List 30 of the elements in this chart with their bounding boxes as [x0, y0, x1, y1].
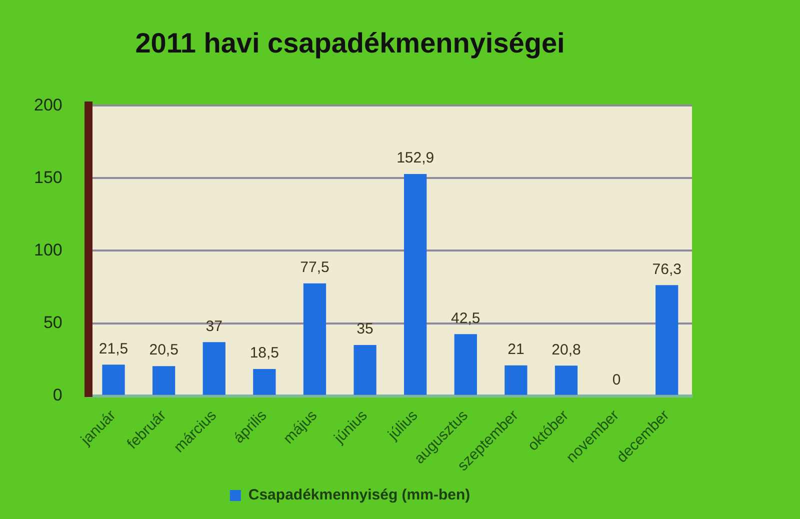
bar [152, 366, 176, 395]
bar [354, 345, 376, 395]
y-tick-label: 200 [34, 95, 62, 114]
data-label: 20,8 [552, 341, 581, 358]
bar [454, 334, 477, 395]
bar [202, 342, 226, 395]
data-label: 76,3 [652, 260, 682, 278]
y-tick-label: 0 [52, 386, 62, 405]
legend-label: Csapadékmennyiség (mm-ben) [248, 486, 470, 504]
data-label: 35 [356, 320, 374, 338]
bar [102, 364, 125, 395]
data-label: 77,5 [300, 259, 330, 276]
data-label: 42,5 [451, 310, 480, 327]
data-label: 21 [508, 341, 524, 358]
bar [504, 365, 528, 395]
y-tick-label: 100 [34, 240, 62, 260]
data-label: 37 [206, 318, 222, 335]
data-label: 0 [612, 371, 621, 388]
y-tick-label: 150 [34, 168, 62, 187]
y-tick-label: 50 [43, 312, 62, 332]
data-label: 152,9 [396, 150, 434, 167]
data-label: 21,5 [98, 340, 128, 358]
bar [656, 285, 678, 395]
bar [554, 366, 578, 395]
bar [253, 369, 276, 395]
bar [303, 283, 326, 395]
data-label: 20,5 [149, 342, 178, 359]
bar [404, 174, 427, 395]
data-label: 18,5 [250, 344, 280, 362]
chart-title: 2011 havi csapadékmennyiségei [135, 28, 565, 59]
